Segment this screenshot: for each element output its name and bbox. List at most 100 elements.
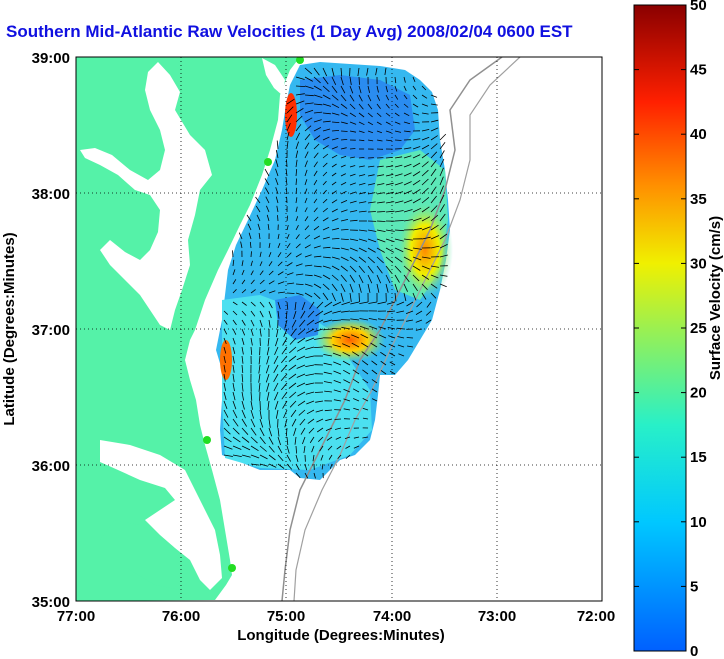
velocity-vector: [307, 310, 315, 318]
velocity-vector: [385, 173, 394, 177]
velocity-vector: [296, 346, 306, 352]
velocity-vector: [306, 400, 315, 405]
velocity-vector: [421, 292, 427, 300]
velocity-vector: [294, 301, 297, 311]
velocity-vector: [314, 319, 324, 325]
velocity-vector: [250, 289, 256, 294]
velocity-vector: [266, 382, 270, 392]
velocity-vector: [361, 351, 369, 357]
velocity-vector: [298, 328, 306, 336]
velocity-vector: [265, 373, 270, 383]
velocity-vector: [250, 328, 254, 337]
velocity-vector: [286, 463, 293, 470]
velocity-vector: [421, 112, 429, 115]
velocity-vector: [322, 136, 330, 141]
velocity-vector: [349, 112, 357, 118]
velocity-vector: [295, 234, 300, 240]
velocity-vector: [369, 325, 378, 330]
velocity-vector: [274, 346, 279, 356]
velocity-vector: [268, 436, 274, 445]
velocity-vector: [322, 128, 331, 132]
velocity-vector: [296, 364, 306, 369]
velocity-vector: [439, 204, 445, 213]
velocity-vector: [232, 337, 236, 345]
velocity-vector: [439, 274, 448, 277]
pamlico-sound: [100, 440, 222, 590]
velocity-vector: [387, 326, 396, 330]
velocity-vector: [403, 238, 413, 241]
velocity-vector: [304, 274, 313, 277]
velocity-vector: [286, 292, 295, 294]
velocity-vector: [295, 263, 303, 267]
velocity-vector: [331, 146, 338, 150]
velocity-vector: [223, 418, 230, 427]
velocity-vector: [358, 229, 368, 232]
velocity-vector: [324, 301, 333, 308]
velocity-vector: [376, 220, 386, 222]
velocity-vector: [331, 121, 340, 123]
velocity-vector: [304, 216, 309, 222]
velocity-vector: [322, 180, 327, 186]
velocity-vector: [248, 232, 252, 240]
velocity-vector: [286, 282, 295, 285]
velocity-vector: [371, 369, 378, 375]
velocity-vector: [421, 206, 430, 213]
velocity-vector: [403, 121, 411, 125]
y-tick-labels: 39:00 38:00 37:00 36:00 35:00: [32, 50, 70, 611]
velocity-vector: [376, 103, 381, 109]
velocity-vector: [291, 319, 297, 328]
velocity-vector: [295, 454, 299, 463]
velocity-vector: [232, 400, 237, 410]
velocity-vector: [293, 427, 297, 436]
velocity-vector: [288, 373, 297, 380]
velocity-vector: [313, 274, 322, 278]
velocity-vector: [306, 319, 315, 326]
map-title: Southern Mid-Atlantic Raw Velocities (1 …: [6, 22, 573, 41]
velocity-vector: [322, 94, 331, 100]
velocity-vector: [268, 463, 277, 468]
velocity-vector: [344, 436, 351, 439]
y-axis-label: Latitude (Degrees:Minutes): [1, 232, 18, 425]
velocity-vector: [304, 102, 314, 105]
velocity-vector: [313, 283, 322, 289]
velocity-vector: [343, 369, 351, 375]
velocity-vector: [276, 328, 279, 338]
velocity-vector: [313, 135, 321, 141]
velocity-vector: [358, 247, 367, 253]
velocity-vector: [385, 112, 391, 117]
velocity-vector: [313, 67, 320, 76]
velocity-vector: [385, 247, 395, 253]
velocity-vector: [349, 265, 357, 273]
velocity-vector: [314, 391, 324, 393]
velocity-vector: [259, 328, 262, 337]
velocity-vector: [232, 319, 237, 326]
velocity-vector: [313, 127, 322, 132]
velocity-vector: [380, 351, 387, 357]
velocity-vector: [295, 206, 298, 213]
velocity-vector: [367, 256, 375, 264]
velocity-vector: [430, 159, 437, 168]
velocity-vector: [323, 319, 333, 323]
velocity-vector: [301, 301, 306, 311]
velocity-vector: [302, 436, 306, 445]
x-axis-label: Longitude (Degrees:Minutes): [237, 627, 445, 644]
velocity-vector: [358, 210, 367, 213]
velocity-vector: [403, 94, 408, 100]
velocity-vector: [345, 445, 351, 449]
velocity-vector: [367, 283, 371, 293]
velocity-vector: [304, 109, 314, 114]
velocity-vector: [259, 270, 264, 276]
velocity-vector: [281, 346, 288, 355]
velocity-vector: [376, 265, 383, 274]
velocity-vector: [385, 191, 394, 195]
velocity-vector: [340, 182, 347, 186]
velocity-vector: [412, 188, 421, 195]
velocity-vector: [277, 215, 279, 222]
velocity-vector: [241, 418, 248, 427]
velocity-vector: [353, 398, 360, 402]
velocity-vector: [394, 210, 404, 213]
velocity-vector: [255, 196, 261, 204]
velocity-vector: [331, 154, 338, 159]
velocity-vector: [349, 130, 357, 133]
velocity-vector: [331, 238, 340, 240]
